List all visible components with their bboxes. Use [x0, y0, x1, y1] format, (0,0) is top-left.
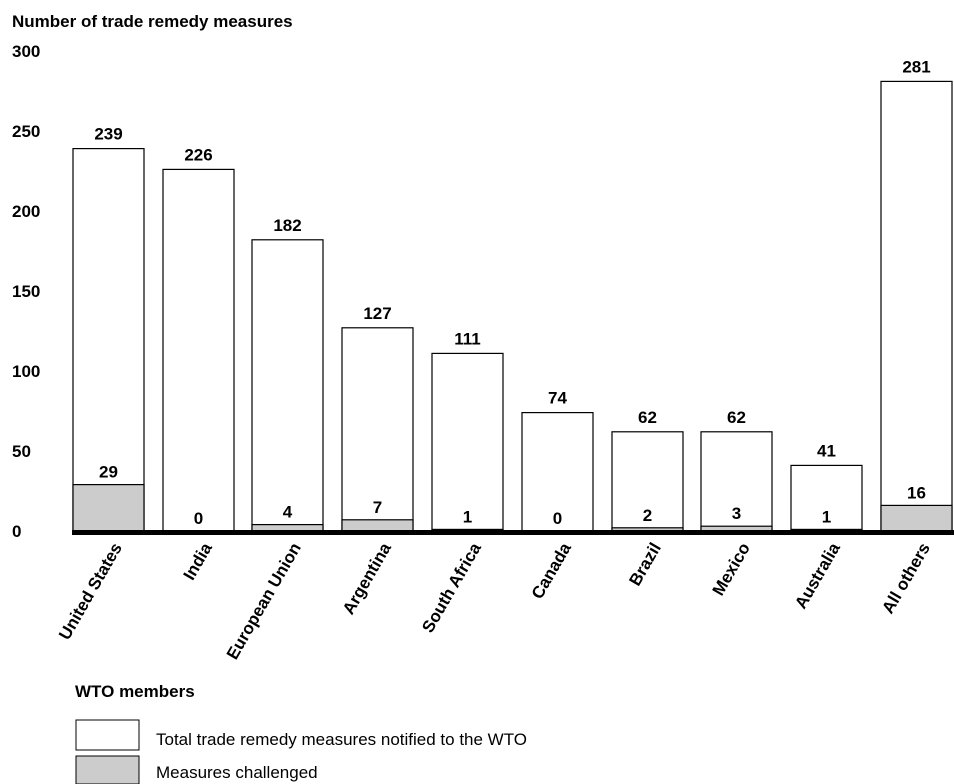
value-label-challenged-european-union: 4	[283, 503, 293, 522]
bar-challenged-united-states	[72, 484, 145, 532]
value-label-challenged-united-states: 29	[99, 463, 118, 482]
value-label-total-mexico: 62	[727, 408, 746, 427]
x-axis-title: WTO members	[75, 682, 195, 701]
value-label-total-european-union: 182	[273, 216, 301, 235]
legend-swatch-total	[75, 719, 140, 751]
y-axis-tick-labels: 0 50 100 150 200 250 300	[12, 42, 40, 541]
category-label-canada: Canada	[528, 539, 575, 602]
category-label-india: India	[180, 539, 217, 583]
bar-total-australia	[790, 464, 863, 532]
bars	[72, 80, 953, 532]
value-label-challenged-india: 0	[194, 509, 203, 528]
y-tick-label-100: 100	[12, 362, 40, 381]
bar-total-all-others	[880, 80, 953, 532]
value-label-total-australia: 41	[817, 441, 836, 460]
category-label-united-states: United States	[55, 540, 126, 644]
value-label-total-canada: 74	[548, 389, 567, 408]
category-label-all-others: All others	[878, 540, 934, 617]
value-label-challenged-argentina: 7	[373, 498, 382, 517]
legend: Total trade remedy measures notified to …	[75, 719, 527, 784]
category-label-brazil: Brazil	[625, 540, 665, 590]
value-label-challenged-mexico: 3	[732, 504, 741, 523]
bar-total-argentina	[341, 327, 414, 532]
bar-challenged-all-others	[880, 504, 953, 532]
bar-total-south-africa	[431, 352, 504, 532]
legend-swatch-challenged	[75, 755, 140, 784]
value-label-total-south-africa: 111	[454, 329, 481, 348]
value-label-challenged-south-africa: 1	[463, 507, 472, 526]
legend-label-total: Total trade remedy measures notified to …	[156, 730, 527, 749]
bar-total-brazil	[611, 431, 684, 532]
category-labels: United States India European Union Argentin…	[55, 539, 934, 663]
value-label-challenged-brazil: 2	[643, 506, 652, 525]
bar-total-india	[162, 168, 235, 532]
y-tick-label-200: 200	[12, 202, 40, 221]
y-tick-label-0: 0	[12, 522, 21, 541]
category-label-australia: Australia	[791, 539, 844, 612]
value-label-total-all-others: 281	[902, 57, 930, 76]
value-label-total-brazil: 62	[638, 408, 657, 427]
category-label-mexico: Mexico	[709, 540, 754, 599]
value-label-total-argentina: 127	[363, 304, 391, 323]
bar-total-european-union	[251, 239, 324, 532]
bar-total-united-states	[72, 148, 145, 532]
y-tick-label-50: 50	[12, 442, 31, 461]
value-label-challenged-all-others: 16	[907, 483, 926, 502]
y-tick-label-150: 150	[12, 282, 40, 301]
category-label-argentina: Argentina	[339, 539, 395, 618]
legend-label-challenged: Measures challenged	[156, 763, 318, 782]
value-label-total-india: 226	[184, 145, 212, 164]
value-label-challenged-canada: 0	[553, 509, 562, 528]
category-label-south-africa: South Africa	[418, 539, 485, 636]
bar-challenged-argentina	[341, 519, 414, 532]
value-label-challenged-australia: 1	[822, 507, 831, 526]
y-tick-label-250: 250	[12, 122, 40, 141]
category-label-european-union: European Union	[223, 540, 305, 663]
bar-total-canada	[521, 412, 594, 532]
bar-total-mexico	[700, 431, 773, 532]
chart-title: Number of trade remedy measures	[12, 12, 293, 31]
value-label-total-united-states: 239	[94, 125, 122, 144]
y-tick-label-300: 300	[12, 42, 40, 61]
